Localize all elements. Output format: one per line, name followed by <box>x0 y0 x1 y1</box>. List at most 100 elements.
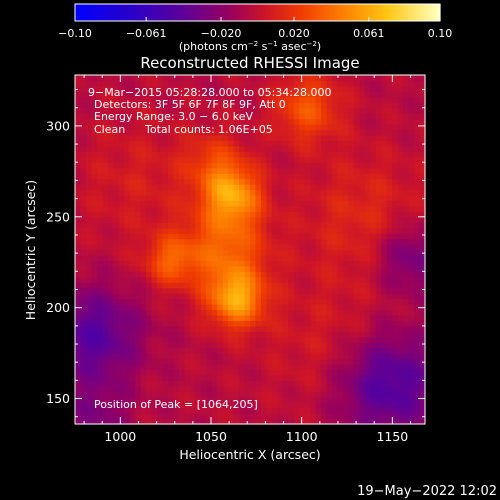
heatmap-cell <box>91 331 98 338</box>
heatmap-cell <box>310 222 317 229</box>
heatmap-cell <box>288 358 295 365</box>
heatmap-cell <box>140 173 147 180</box>
heatmap-cell <box>200 298 207 305</box>
heatmap-cell <box>386 276 393 283</box>
heatmap-cell <box>348 173 355 180</box>
heatmap-cell <box>397 216 404 223</box>
heatmap-cell <box>326 162 333 169</box>
heatmap-cell <box>408 325 415 332</box>
heatmap-cell <box>96 342 103 349</box>
heatmap-cell <box>167 80 175 87</box>
heatmap-cell <box>255 336 262 343</box>
heatmap-cell <box>337 227 344 234</box>
heatmap-cell <box>342 189 350 196</box>
heatmap-cell <box>386 167 393 174</box>
heatmap-cell <box>189 124 196 131</box>
heatmap-cell <box>359 211 366 218</box>
heatmap-cell <box>233 244 240 251</box>
heatmap-cell <box>146 347 153 354</box>
colorbar-segment <box>132 4 136 21</box>
heatmap-cell <box>310 391 317 398</box>
heatmap-cell <box>233 200 240 207</box>
heatmap-cell <box>195 91 202 98</box>
heatmap-cell <box>162 211 169 218</box>
heatmap-cell <box>228 413 235 420</box>
heatmap-cell <box>124 418 131 425</box>
heatmap-cell <box>364 178 371 185</box>
heatmap-cell <box>157 124 164 131</box>
heatmap-cell <box>178 140 185 147</box>
heatmap-cell <box>392 325 399 332</box>
heatmap-cell <box>315 254 322 261</box>
heatmap-cell <box>266 189 273 196</box>
heatmap-cell <box>189 276 196 283</box>
heatmap-cell <box>211 287 218 294</box>
heatmap-cell <box>299 407 306 414</box>
heatmap-cell <box>157 282 164 289</box>
heatmap-cell <box>260 418 268 425</box>
heatmap-cell <box>96 309 103 316</box>
heatmap-cell <box>348 91 355 98</box>
heatmap-cell <box>266 418 273 425</box>
heatmap-cell <box>217 205 224 212</box>
heatmap-cell <box>419 145 426 152</box>
heatmap-cell <box>315 358 322 365</box>
heatmap-cell <box>91 102 98 109</box>
heatmap-cell <box>173 276 180 283</box>
heatmap-cell <box>211 293 218 300</box>
heatmap-cell <box>135 293 142 300</box>
heatmap-cell <box>129 91 136 98</box>
heatmap-cell <box>408 304 415 311</box>
heatmap-cell <box>392 304 399 311</box>
chart-title: Reconstructed RHESSI Image <box>140 54 359 72</box>
heatmap-cell <box>392 374 399 381</box>
heatmap-cell <box>102 271 109 278</box>
heatmap-cell <box>135 216 142 223</box>
colorbar-segment <box>207 4 211 21</box>
heatmap-cell <box>397 298 404 305</box>
heatmap-cell <box>173 244 180 251</box>
heatmap-cell <box>359 325 366 332</box>
heatmap-cell <box>419 287 426 294</box>
heatmap-cell <box>91 314 98 321</box>
heatmap-cell <box>85 200 93 207</box>
heatmap-cell <box>337 418 344 425</box>
heatmap-cell <box>151 413 158 420</box>
heatmap-cell <box>140 418 147 425</box>
heatmap-cell <box>118 353 125 360</box>
heatmap-cell <box>244 276 251 283</box>
heatmap-cell <box>392 96 399 103</box>
heatmap-cell <box>392 353 399 360</box>
heatmap-cell <box>85 320 93 327</box>
colorbar-segment <box>412 4 416 21</box>
heatmap-cell <box>206 156 213 163</box>
heatmap-cell <box>353 75 360 82</box>
heatmap-cell <box>107 189 114 196</box>
heatmap-cell <box>211 385 218 392</box>
heatmap-cell <box>233 124 240 131</box>
heatmap-cell <box>146 118 153 125</box>
heatmap-cell <box>140 102 147 109</box>
heatmap-cell <box>255 260 262 267</box>
heatmap-cell <box>85 189 93 196</box>
heatmap-cell <box>80 304 87 311</box>
heatmap-cell <box>217 320 224 327</box>
heatmap-cell <box>375 325 382 332</box>
heatmap-cell <box>85 233 93 240</box>
heatmap-cell <box>414 282 421 289</box>
heatmap-cell <box>173 124 180 131</box>
heatmap-cell <box>140 113 147 120</box>
heatmap-cell <box>310 140 317 147</box>
heatmap-cell <box>277 276 284 283</box>
heatmap-cell <box>255 222 262 229</box>
heatmap-cell <box>381 113 388 120</box>
heatmap-cell <box>255 380 262 387</box>
heatmap-cell <box>124 396 131 403</box>
heatmap-cell <box>364 276 371 283</box>
heatmap-cell <box>217 309 224 316</box>
heatmap-cell <box>370 309 377 316</box>
heatmap-cell <box>184 254 191 261</box>
heatmap-cell <box>102 107 109 114</box>
heatmap-cell <box>381 374 388 381</box>
heatmap-cell <box>135 194 142 202</box>
